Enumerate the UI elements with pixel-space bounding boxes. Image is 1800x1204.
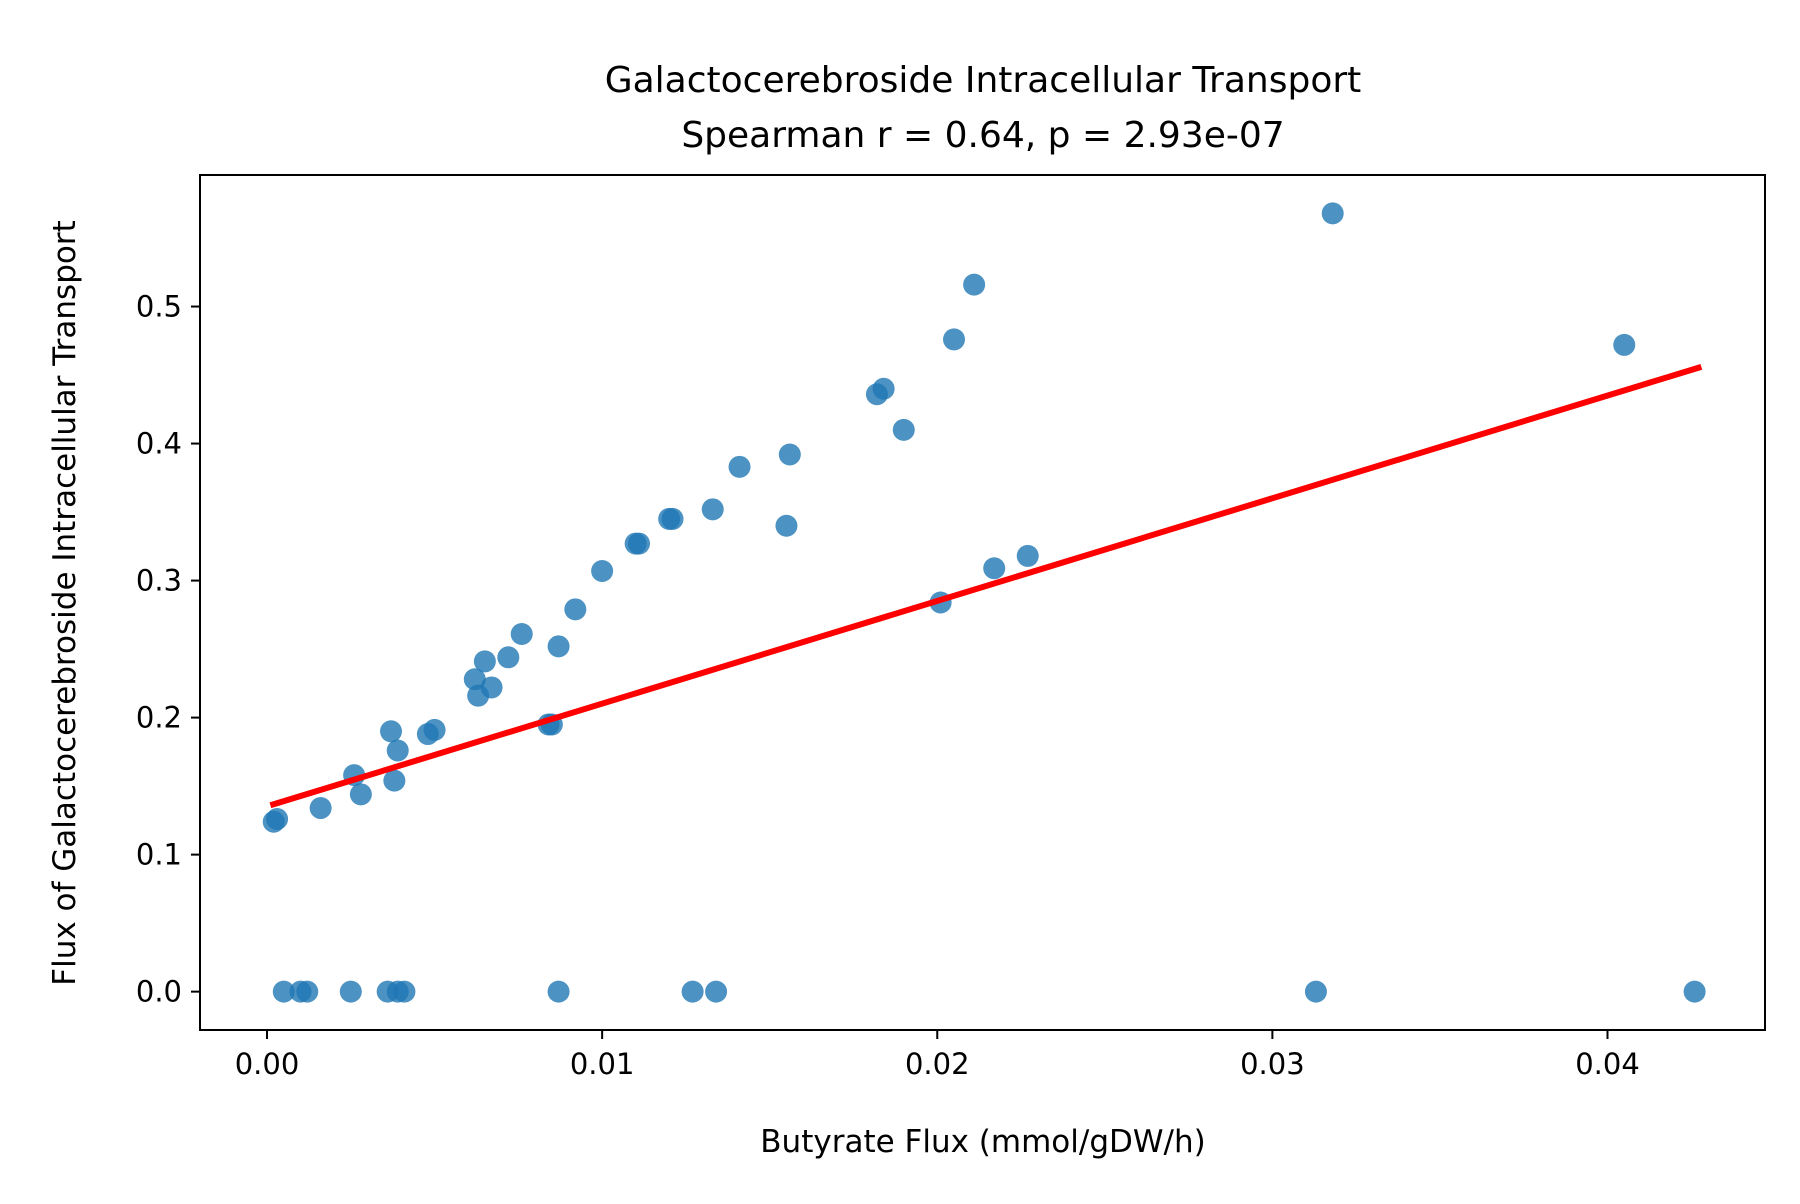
data-point: [463, 668, 486, 691]
y-axis-label: Flux of Galactocerebroside Intracellular…: [47, 220, 83, 986]
data-point: [547, 980, 570, 1003]
data-point: [1304, 980, 1327, 1003]
data-point: [423, 718, 446, 741]
y-tick-label: 0.0: [136, 975, 182, 1009]
data-point: [380, 720, 403, 743]
data-point: [591, 559, 614, 582]
data-point: [628, 532, 650, 555]
data-point: [272, 980, 295, 1003]
data-point: [383, 769, 406, 792]
data-point: [701, 498, 724, 521]
data-point: [473, 650, 496, 673]
data-point: [339, 980, 362, 1003]
data-point: [564, 598, 587, 621]
data-point: [728, 455, 751, 478]
data-point: [386, 739, 409, 762]
y-tick-label: 0.3: [136, 564, 182, 598]
x-tick-label: 0.03: [1240, 1047, 1305, 1081]
data-point: [309, 797, 332, 820]
x-tick-label: 0.02: [905, 1047, 970, 1081]
data-point: [266, 807, 289, 830]
axes: 0.00 0.01 0.02 0.03 0.04 0.0 0.1 0.2 0.3 0.4 0.5: [136, 174, 1766, 1081]
y-tick-label: 0.1: [136, 838, 182, 872]
data-point: [943, 328, 966, 351]
trend-line-group: [269, 363, 1703, 809]
data-point: [1613, 333, 1636, 356]
data-point: [1321, 202, 1344, 225]
trend-line: [269, 363, 1703, 809]
data-point: [480, 676, 503, 699]
data-point: [705, 980, 728, 1003]
data-point: [775, 514, 798, 537]
data-point: [681, 980, 704, 1003]
data-point: [497, 646, 520, 669]
data-point: [892, 418, 915, 441]
data-point: [349, 783, 372, 806]
chart-title: Galactocerebroside Intracellular Transpo…: [605, 60, 1362, 101]
y-tick-label: 0.5: [136, 290, 182, 324]
data-point: [510, 623, 533, 646]
x-tick-label: 0.04: [1575, 1047, 1640, 1081]
data-point: [1683, 980, 1706, 1003]
data-point: [296, 980, 319, 1003]
x-axis-label: Butyrate Flux (mmol/gDW/h): [760, 1124, 1205, 1160]
x-tick-label: 0.00: [235, 1047, 300, 1081]
data-point: [547, 635, 570, 658]
data-point: [983, 557, 1006, 580]
data-point: [963, 273, 986, 296]
data-point: [778, 443, 801, 466]
data-point: [1016, 544, 1039, 567]
x-tick-label: 0.01: [570, 1047, 635, 1081]
y-tick-label: 0.4: [136, 427, 182, 461]
data-points: [262, 202, 1706, 1003]
data-point: [661, 507, 684, 530]
data-point: [872, 377, 895, 400]
chart-subtitle: Spearman r = 0.64, p = 2.93e-07: [681, 115, 1284, 156]
y-tick-label: 0.2: [136, 701, 182, 735]
plot-frame: [199, 174, 1766, 1031]
data-point: [393, 980, 416, 1003]
